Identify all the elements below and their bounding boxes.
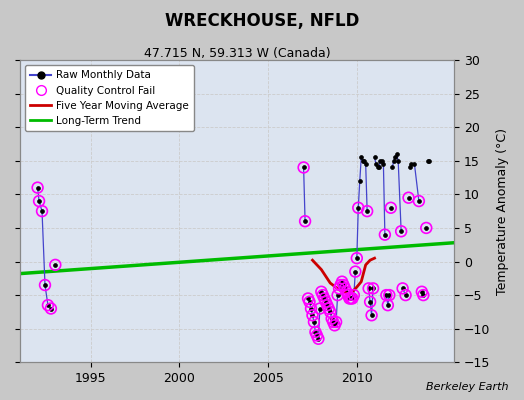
Point bbox=[369, 285, 377, 292]
Point bbox=[385, 292, 394, 298]
Point bbox=[341, 285, 349, 292]
Point bbox=[367, 312, 376, 318]
Point bbox=[35, 198, 43, 204]
Legend: Raw Monthly Data, Quality Control Fail, Five Year Moving Average, Long-Term Tren: Raw Monthly Data, Quality Control Fail, … bbox=[25, 65, 194, 131]
Point bbox=[311, 329, 320, 335]
Point bbox=[398, 285, 407, 292]
Point bbox=[345, 295, 354, 302]
Point bbox=[322, 299, 330, 305]
Point bbox=[344, 292, 352, 298]
Point bbox=[331, 322, 339, 328]
Point bbox=[336, 282, 345, 288]
Point bbox=[38, 208, 46, 214]
Point bbox=[317, 288, 325, 295]
Point bbox=[307, 305, 315, 312]
Point bbox=[304, 295, 312, 302]
Point bbox=[328, 316, 336, 322]
Point bbox=[348, 295, 356, 302]
Point bbox=[382, 292, 390, 298]
Point bbox=[323, 302, 332, 308]
Point bbox=[51, 262, 60, 268]
Point bbox=[326, 309, 334, 315]
Point bbox=[340, 282, 348, 288]
Point bbox=[384, 302, 392, 308]
Point bbox=[365, 285, 373, 292]
Y-axis label: Temperature Anomaly (°C): Temperature Anomaly (°C) bbox=[496, 128, 509, 295]
Point bbox=[387, 204, 395, 211]
Point bbox=[381, 232, 389, 238]
Point bbox=[332, 319, 340, 325]
Point bbox=[305, 299, 314, 305]
Text: WRECKHOUSE, NFLD: WRECKHOUSE, NFLD bbox=[165, 12, 359, 30]
Point bbox=[301, 218, 309, 224]
Point bbox=[401, 292, 410, 298]
Point bbox=[333, 292, 342, 298]
Point bbox=[315, 305, 324, 312]
Point bbox=[41, 282, 49, 288]
Point bbox=[43, 302, 52, 308]
Point bbox=[347, 295, 355, 302]
Point bbox=[313, 332, 321, 339]
Text: Berkeley Earth: Berkeley Earth bbox=[426, 382, 508, 392]
Point bbox=[351, 268, 359, 275]
Point bbox=[414, 198, 423, 204]
Point bbox=[354, 204, 363, 211]
Point bbox=[34, 184, 42, 191]
Point bbox=[329, 319, 337, 325]
Point bbox=[314, 336, 323, 342]
Point bbox=[397, 228, 406, 234]
Point bbox=[299, 164, 308, 171]
Point bbox=[363, 208, 372, 214]
Point bbox=[405, 194, 413, 201]
Point bbox=[422, 225, 431, 231]
Point bbox=[350, 292, 358, 298]
Point bbox=[353, 255, 361, 261]
Point bbox=[419, 292, 428, 298]
Point bbox=[47, 305, 55, 312]
Point bbox=[320, 295, 329, 302]
Title: 47.715 N, 59.313 W (Canada): 47.715 N, 59.313 W (Canada) bbox=[144, 47, 331, 60]
Point bbox=[308, 312, 316, 318]
Point bbox=[319, 292, 327, 298]
Point bbox=[366, 299, 374, 305]
Point bbox=[338, 278, 346, 285]
Point bbox=[342, 288, 351, 295]
Point bbox=[335, 285, 343, 292]
Point bbox=[310, 319, 318, 325]
Point bbox=[324, 305, 333, 312]
Point bbox=[418, 288, 426, 295]
